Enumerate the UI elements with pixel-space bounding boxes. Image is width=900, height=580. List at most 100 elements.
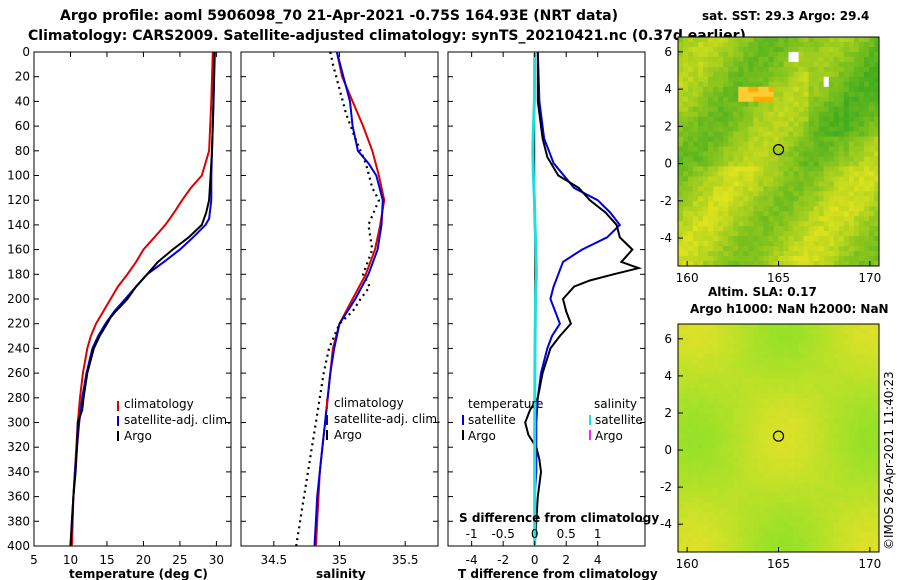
map-cell	[793, 226, 799, 232]
map-cell	[813, 547, 820, 553]
map-cell	[778, 51, 784, 58]
map-cell	[758, 333, 764, 340]
map-cell	[728, 537, 734, 543]
map-cell	[808, 447, 814, 454]
map-cell	[848, 251, 855, 257]
map-cell	[683, 338, 689, 345]
map-cell	[808, 191, 814, 197]
map-cell	[753, 329, 759, 335]
map-cell	[858, 452, 865, 459]
map-cell	[768, 542, 774, 548]
map-cell	[688, 408, 694, 414]
map-cell	[743, 201, 749, 207]
map-cell	[763, 467, 769, 474]
map-cell	[823, 413, 830, 419]
map-cell	[708, 497, 714, 503]
map-cell	[693, 462, 699, 469]
map-cell	[798, 329, 804, 335]
map-cell	[683, 329, 689, 335]
map-cell	[848, 487, 855, 493]
map-cell	[798, 438, 804, 444]
map-cell	[703, 216, 709, 222]
map-cell	[853, 231, 860, 237]
map-cell	[713, 383, 719, 389]
map-cell	[743, 236, 749, 242]
map-cell	[874, 438, 880, 444]
map-cell	[693, 171, 699, 177]
map-cell	[698, 433, 704, 439]
map-cell	[853, 324, 860, 330]
map-cell	[703, 433, 709, 439]
map-cell	[869, 151, 875, 157]
map-cell	[698, 196, 704, 202]
s-diff-tick-label: 0	[531, 527, 539, 541]
map-cell	[768, 517, 774, 523]
map-cell	[783, 447, 789, 454]
map-cell	[693, 206, 699, 212]
map-cell	[693, 532, 699, 538]
map-cell	[753, 477, 759, 484]
map-cell	[743, 231, 749, 237]
map-cell	[869, 141, 875, 147]
map-cell	[753, 537, 759, 543]
map-cell	[813, 413, 820, 419]
map-cell	[688, 71, 694, 78]
map-cell	[843, 393, 850, 399]
map-cell	[798, 497, 804, 503]
map-cell	[778, 121, 784, 127]
map-cell	[773, 161, 779, 167]
map-cell	[698, 527, 704, 533]
map-cell	[853, 47, 860, 53]
map-cell	[748, 211, 754, 217]
map-cell	[833, 206, 840, 212]
map-cell	[738, 211, 744, 217]
map-cell	[713, 261, 719, 267]
map-cell	[768, 221, 774, 227]
map-cell	[693, 403, 699, 409]
map-cell	[738, 171, 744, 177]
map-cell	[818, 241, 825, 247]
map-cell	[733, 96, 739, 103]
map-cell	[778, 211, 784, 217]
map-cell	[693, 353, 699, 360]
map-cell	[853, 121, 860, 127]
map-cell	[818, 37, 825, 43]
map-cell	[803, 47, 809, 53]
map-cell	[683, 497, 689, 503]
map-cell	[688, 56, 694, 63]
map-cell	[838, 236, 845, 242]
map-cell	[838, 398, 845, 404]
map-cell	[853, 76, 860, 83]
map-cell	[703, 443, 709, 449]
map-cell	[863, 126, 870, 132]
map-cell	[778, 457, 784, 464]
map-cell	[773, 47, 779, 53]
map-cell	[793, 166, 799, 172]
map-y-tick-label: -2	[660, 194, 672, 208]
map-cell	[708, 136, 714, 142]
map-cell	[874, 433, 880, 439]
map-cell	[803, 388, 809, 394]
map-cell	[863, 338, 870, 345]
map-cell	[738, 492, 744, 498]
map-cell	[773, 241, 779, 247]
map-cell	[783, 71, 789, 78]
map-cell	[678, 532, 684, 538]
map-cell	[869, 86, 875, 93]
map-cell	[788, 333, 794, 340]
map-cell	[798, 532, 804, 538]
map-cell	[833, 176, 840, 182]
map-cell	[843, 136, 850, 142]
map-cell	[869, 373, 875, 379]
map-cell	[693, 121, 699, 127]
map-cell	[738, 176, 744, 182]
map-cell	[708, 211, 714, 217]
map-cell	[763, 246, 769, 252]
map-cell	[793, 447, 799, 454]
map-cell	[763, 211, 769, 217]
map-cell	[813, 542, 820, 548]
map-cell	[728, 161, 734, 167]
map-cell	[683, 56, 689, 63]
map-cell	[813, 462, 820, 469]
map-cell	[828, 126, 835, 132]
